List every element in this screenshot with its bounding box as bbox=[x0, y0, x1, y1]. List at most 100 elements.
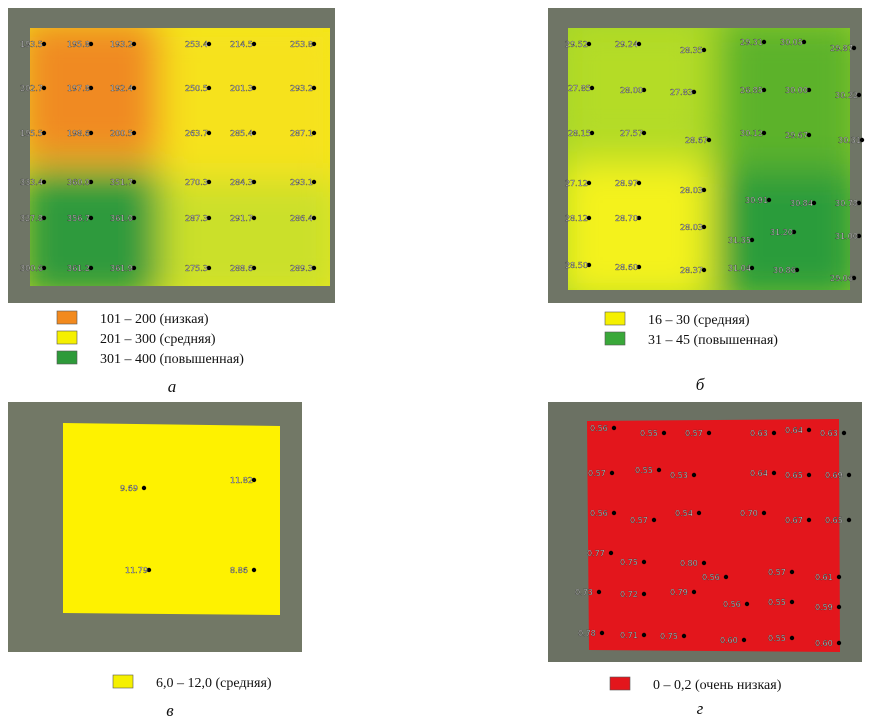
point-label: 0.55 bbox=[640, 429, 658, 438]
point-label: 9.69 bbox=[120, 484, 138, 493]
sample-point bbox=[837, 641, 841, 645]
legend-label: 301 – 400 (повышенная) bbox=[100, 352, 244, 367]
point-label: 30.22 bbox=[835, 91, 858, 100]
sample-point bbox=[762, 511, 766, 515]
point-label: 360.0 bbox=[67, 178, 90, 187]
point-label: 193.5 bbox=[20, 40, 43, 49]
sample-point bbox=[790, 570, 794, 574]
point-label: 0.80 bbox=[680, 559, 698, 568]
point-label: 0.60 bbox=[720, 636, 738, 645]
legend-label: 101 – 200 (низкая) bbox=[100, 312, 209, 327]
panel-letter: г bbox=[697, 699, 704, 718]
point-label: 214.5 bbox=[230, 40, 253, 49]
sample-point bbox=[807, 518, 811, 522]
point-label: 361.2 bbox=[67, 264, 90, 273]
point-label: 0.63 bbox=[750, 429, 768, 438]
point-label: 300.6 bbox=[20, 264, 43, 273]
point-label: 0.75 bbox=[660, 632, 678, 641]
sample-point bbox=[600, 631, 604, 635]
point-label: 28.60 bbox=[615, 263, 638, 272]
point-label: 284.3 bbox=[230, 178, 253, 187]
point-label: 0.61 bbox=[815, 573, 833, 582]
point-label: 28.35 bbox=[680, 46, 703, 55]
legend-swatch bbox=[57, 311, 77, 324]
sample-point bbox=[847, 473, 851, 477]
point-label: 28.97 bbox=[615, 179, 638, 188]
map-v bbox=[63, 423, 280, 615]
point-label: 289.3 bbox=[290, 264, 313, 273]
point-label: 287.3 bbox=[185, 214, 208, 223]
map-b bbox=[560, 20, 860, 300]
point-label: 0.56 bbox=[723, 600, 741, 609]
panel-letter: а bbox=[168, 377, 177, 396]
point-label: 29.87 bbox=[830, 44, 853, 53]
point-label: 30.00 bbox=[785, 86, 808, 95]
point-label: 30.31 bbox=[838, 136, 861, 145]
sample-point bbox=[252, 568, 256, 572]
point-label: 28.00 bbox=[620, 86, 643, 95]
sample-point bbox=[642, 633, 646, 637]
sample-point bbox=[702, 561, 706, 565]
sample-point bbox=[790, 600, 794, 604]
point-label: 361.9 bbox=[110, 264, 133, 273]
point-label: 0.55 bbox=[768, 598, 786, 607]
point-label: 27.83 bbox=[670, 88, 693, 97]
point-label: 327.8 bbox=[20, 214, 43, 223]
point-label: 28.15 bbox=[568, 129, 591, 138]
sample-point bbox=[692, 473, 696, 477]
point-label: 27.85 bbox=[568, 84, 591, 93]
sample-point bbox=[609, 551, 613, 555]
point-label: 293.1 bbox=[290, 178, 313, 187]
point-label: 0.72 bbox=[620, 590, 638, 599]
sample-point bbox=[807, 428, 811, 432]
point-label: 285.4 bbox=[230, 129, 253, 138]
point-label: 29.67 bbox=[785, 131, 808, 140]
point-label: 0.67 bbox=[785, 516, 803, 525]
point-label: 29.31 bbox=[740, 38, 763, 47]
point-label: 263.7 bbox=[185, 129, 208, 138]
sample-point bbox=[652, 518, 656, 522]
point-label: 0.56 bbox=[590, 509, 608, 518]
sample-point bbox=[657, 468, 661, 472]
point-label: 0.55 bbox=[768, 634, 786, 643]
sample-point bbox=[610, 471, 614, 475]
point-label: 0.70 bbox=[740, 509, 758, 518]
point-label: 288.6 bbox=[230, 264, 253, 273]
sample-point bbox=[697, 511, 701, 515]
point-label: 0.60 bbox=[815, 639, 833, 648]
point-label: 201.3 bbox=[230, 84, 253, 93]
point-label: 28.03 bbox=[680, 186, 703, 195]
legend-swatch bbox=[57, 351, 77, 364]
point-label: 29.24 bbox=[615, 40, 638, 49]
point-label: 250.5 bbox=[185, 84, 208, 93]
point-label: 27.57 bbox=[620, 129, 643, 138]
legend-swatch bbox=[57, 331, 77, 344]
point-label: 0.56 bbox=[590, 424, 608, 433]
point-label: 202.7 bbox=[20, 84, 43, 93]
point-label: 31.35 bbox=[728, 236, 751, 245]
point-label: 0.64 bbox=[785, 426, 803, 435]
point-label: 28.50 bbox=[565, 261, 588, 270]
point-label: 270.3 bbox=[185, 178, 208, 187]
point-label: 356.7 bbox=[67, 214, 90, 223]
point-label: 0.79 bbox=[670, 588, 688, 597]
point-label: 0.63 bbox=[820, 429, 838, 438]
sample-point bbox=[842, 431, 846, 435]
point-label: 8.86 bbox=[230, 566, 248, 575]
sample-point bbox=[682, 634, 686, 638]
figure: 193.5195.8193.2253.4214.5253.8202.7197.8… bbox=[0, 0, 876, 727]
point-label: 0.56 bbox=[702, 573, 720, 582]
sample-point bbox=[597, 590, 601, 594]
point-label: 28.37 bbox=[680, 266, 703, 275]
legend-swatch bbox=[605, 332, 625, 345]
sample-point bbox=[847, 518, 851, 522]
page: {"panels": [ {"letter": "а", "points": [… bbox=[0, 0, 876, 727]
point-label: 192.4 bbox=[110, 84, 133, 93]
point-label: 195.5 bbox=[20, 129, 43, 138]
point-label: 0.65 bbox=[825, 516, 843, 525]
point-label: 11.82 bbox=[230, 476, 253, 485]
point-label: 30.12 bbox=[740, 129, 763, 138]
point-label: 0.55 bbox=[635, 466, 653, 475]
point-label: 28.67 bbox=[685, 136, 708, 145]
point-label: 351.7 bbox=[110, 178, 133, 187]
